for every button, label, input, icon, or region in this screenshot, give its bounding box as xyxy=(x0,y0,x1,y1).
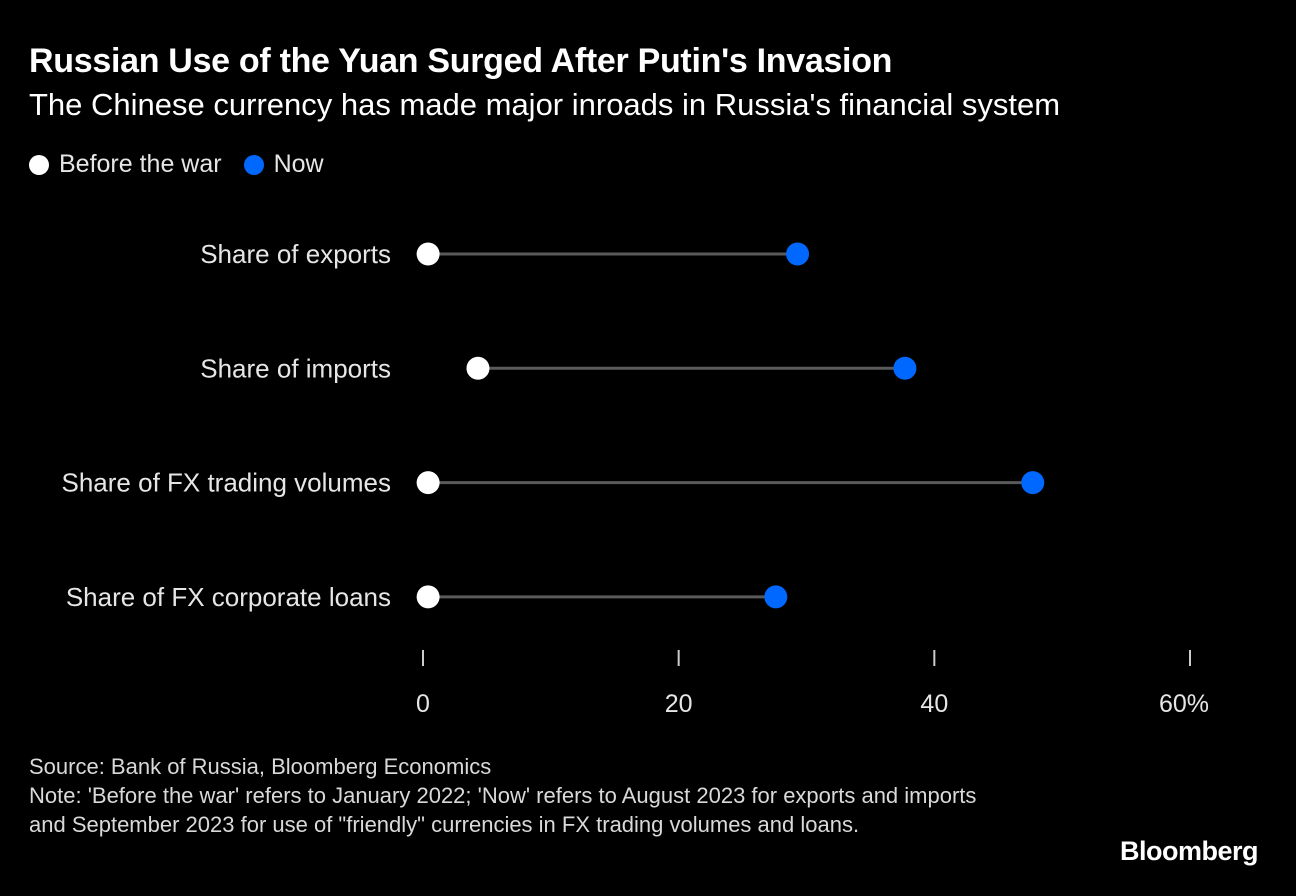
x-tick-label-20: 20 xyxy=(665,690,693,718)
legend-item-now: Now xyxy=(243,150,324,179)
before-dot-share-of-fx-corporate-loans xyxy=(416,585,440,609)
before-dot-share-of-exports xyxy=(416,242,440,266)
chart-title: Russian Use of the Yuan Surged After Put… xyxy=(29,42,893,80)
now-dot-share-of-fx-trading-volumes xyxy=(1021,471,1045,495)
legend-now-label: Now xyxy=(273,150,324,178)
x-tick-label-40: 40 xyxy=(920,690,948,718)
legend: Before the war Now xyxy=(29,150,346,179)
now-dot-share-of-exports xyxy=(786,242,810,266)
footer: Source: Bank of Russia, Bloomberg Econom… xyxy=(29,752,989,839)
category-label-share-of-fx-trading-volumes: Share of FX trading volumes xyxy=(62,468,392,498)
now-dot-share-of-fx-corporate-loans xyxy=(764,585,788,609)
footnote: Note: 'Before the war' refers to January… xyxy=(29,783,977,837)
legend-before-label: Before the war xyxy=(59,150,222,178)
dumbbell-chart: Share of exports Share of imports Share of… xyxy=(62,239,1210,718)
category-label-share-of-imports: Share of imports xyxy=(200,353,391,383)
bloomberg-logo: Bloomberg xyxy=(1119,836,1259,866)
before-dot-share-of-imports xyxy=(466,356,490,380)
chart-subtitle: The Chinese currency has made major inro… xyxy=(29,87,1061,122)
x-tick-label-0: 0 xyxy=(416,690,430,718)
now-dot-share-of-imports xyxy=(893,356,917,380)
x-tick-label-60: 60% xyxy=(1159,690,1209,718)
legend-item-before: Before the war xyxy=(29,150,222,179)
source-note: Source: Bank of Russia, Bloomberg Econom… xyxy=(29,754,492,779)
legend-now-dot-icon xyxy=(243,154,264,175)
before-dot-share-of-fx-trading-volumes xyxy=(416,471,440,495)
legend-before-dot-icon xyxy=(29,154,49,175)
category-label-share-of-exports: Share of exports xyxy=(200,239,391,269)
category-label-share-of-fx-corporate-loans: Share of FX corporate loans xyxy=(66,582,391,612)
